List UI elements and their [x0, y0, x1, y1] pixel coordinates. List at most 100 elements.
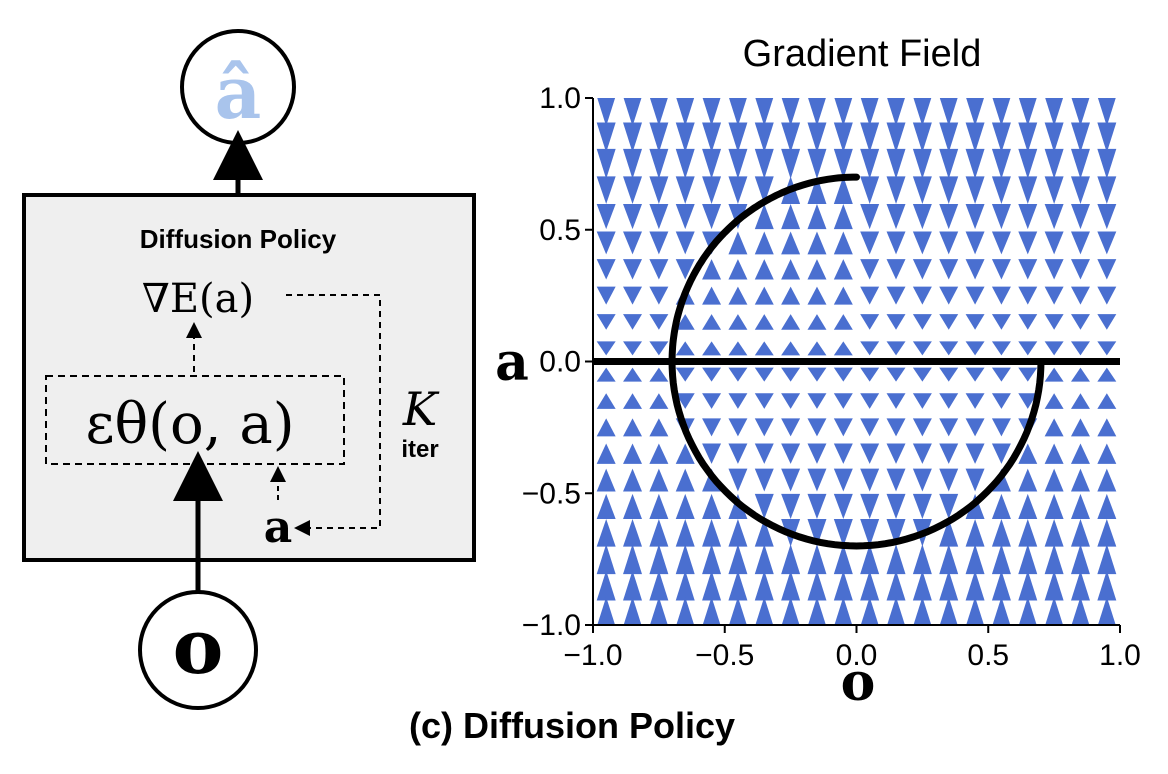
field-arrow: [807, 122, 827, 153]
field-arrow: [939, 203, 959, 230]
field-arrow: [1070, 418, 1090, 437]
field-arrow: [912, 443, 932, 464]
field-arrow: [623, 286, 643, 305]
field-arrow: [702, 98, 721, 127]
field-arrow: [728, 570, 748, 601]
field-arrow: [965, 544, 985, 575]
field-arrow: [1097, 122, 1117, 153]
field-arrow: [676, 98, 695, 127]
field-arrow: [702, 122, 722, 153]
field-arrow: [649, 570, 669, 601]
field-arrow: [596, 418, 616, 437]
field-arrow: [807, 341, 827, 356]
field-arrow: [781, 98, 800, 127]
field-arrow: [860, 367, 880, 382]
field-arrow: [1044, 468, 1064, 492]
field-arrow: [649, 314, 669, 330]
field-arrow: [1070, 443, 1090, 464]
field-arrow: [597, 596, 616, 625]
field-arrow: [833, 231, 853, 255]
field-arrow: [860, 122, 880, 153]
field-arrow: [728, 148, 748, 179]
field-arrow: [1045, 98, 1064, 127]
field-arrow: [912, 122, 932, 153]
y-tick-label: 1.0: [539, 82, 581, 115]
field-arrow: [596, 176, 616, 205]
field-arrow: [860, 259, 880, 280]
input-node-label: o: [173, 602, 224, 691]
field-arrow: [912, 231, 932, 255]
field-arrow: [1018, 570, 1038, 601]
field-arrow: [833, 443, 853, 464]
field-arrow: [833, 176, 853, 205]
field-arrow: [965, 259, 985, 280]
field-arrow: [860, 148, 880, 179]
field-arrow: [1097, 443, 1117, 464]
iteration-label-sub: iter: [401, 436, 438, 463]
field-arrow: [623, 98, 642, 127]
field-arrow: [623, 231, 643, 255]
field-arrow: [728, 231, 748, 255]
field-arrow: [1097, 148, 1117, 179]
field-arrow: [702, 341, 722, 356]
field-arrow: [754, 468, 774, 492]
field-arrow: [939, 367, 959, 382]
x-tick-label: 0.0: [836, 639, 878, 672]
field-arrow: [834, 596, 853, 625]
field-arrow: [649, 518, 669, 547]
field-arrow: [992, 98, 1011, 127]
field-arrow: [623, 518, 643, 547]
field-arrow: [1044, 443, 1064, 464]
field-arrow: [675, 570, 695, 601]
field-arrow: [675, 393, 695, 409]
field-arrow: [939, 418, 959, 437]
x-tick-label: 1.0: [1099, 639, 1141, 672]
iteration-label-k: K: [402, 382, 440, 436]
field-arrow: [623, 203, 643, 230]
field-arrow: [675, 518, 695, 547]
field-arrow: [1070, 341, 1090, 356]
field-arrow: [1044, 314, 1064, 330]
field-arrow: [807, 176, 827, 205]
field-arrow: [623, 122, 643, 153]
field-arrow: [886, 393, 906, 409]
field-arrow: [781, 570, 801, 601]
field-arrow: [886, 518, 906, 547]
field-arrow: [675, 148, 695, 179]
field-arrow: [939, 148, 959, 179]
field-arrow: [860, 286, 880, 305]
field-arrow: [596, 286, 616, 305]
field-arrow: [649, 286, 669, 305]
field-arrow: [728, 468, 748, 492]
field-arrow: [1018, 98, 1037, 127]
field-arrow: [833, 393, 853, 409]
field-arrow: [1044, 493, 1064, 520]
field-arrow: [623, 570, 643, 601]
field-arrow: [1070, 314, 1090, 330]
field-arrow: [649, 122, 669, 153]
field-arrow: [702, 570, 722, 601]
field-arrow: [596, 544, 616, 575]
field-arrow: [1018, 596, 1037, 625]
field-arrow: [702, 176, 722, 205]
field-arrow: [1097, 596, 1116, 625]
field-arrow: [675, 259, 695, 280]
field-arrow: [860, 176, 880, 205]
field-arrow: [991, 176, 1011, 205]
field-arrow: [754, 176, 774, 205]
field-arrow: [1071, 98, 1090, 127]
field-arrow: [939, 570, 959, 601]
field-arrow: [807, 443, 827, 464]
field-arrow: [965, 341, 985, 356]
field-arrow: [939, 98, 958, 127]
field-arrow: [966, 596, 984, 625]
field-arrow: [1097, 286, 1117, 305]
field-arrow: [1018, 176, 1038, 205]
field-arrow: [781, 596, 800, 625]
field-arrow: [912, 393, 932, 409]
field-arrow: [1071, 596, 1090, 625]
field-arrow: [860, 493, 880, 520]
field-arrow: [833, 286, 853, 305]
field-arrow: [728, 122, 748, 153]
